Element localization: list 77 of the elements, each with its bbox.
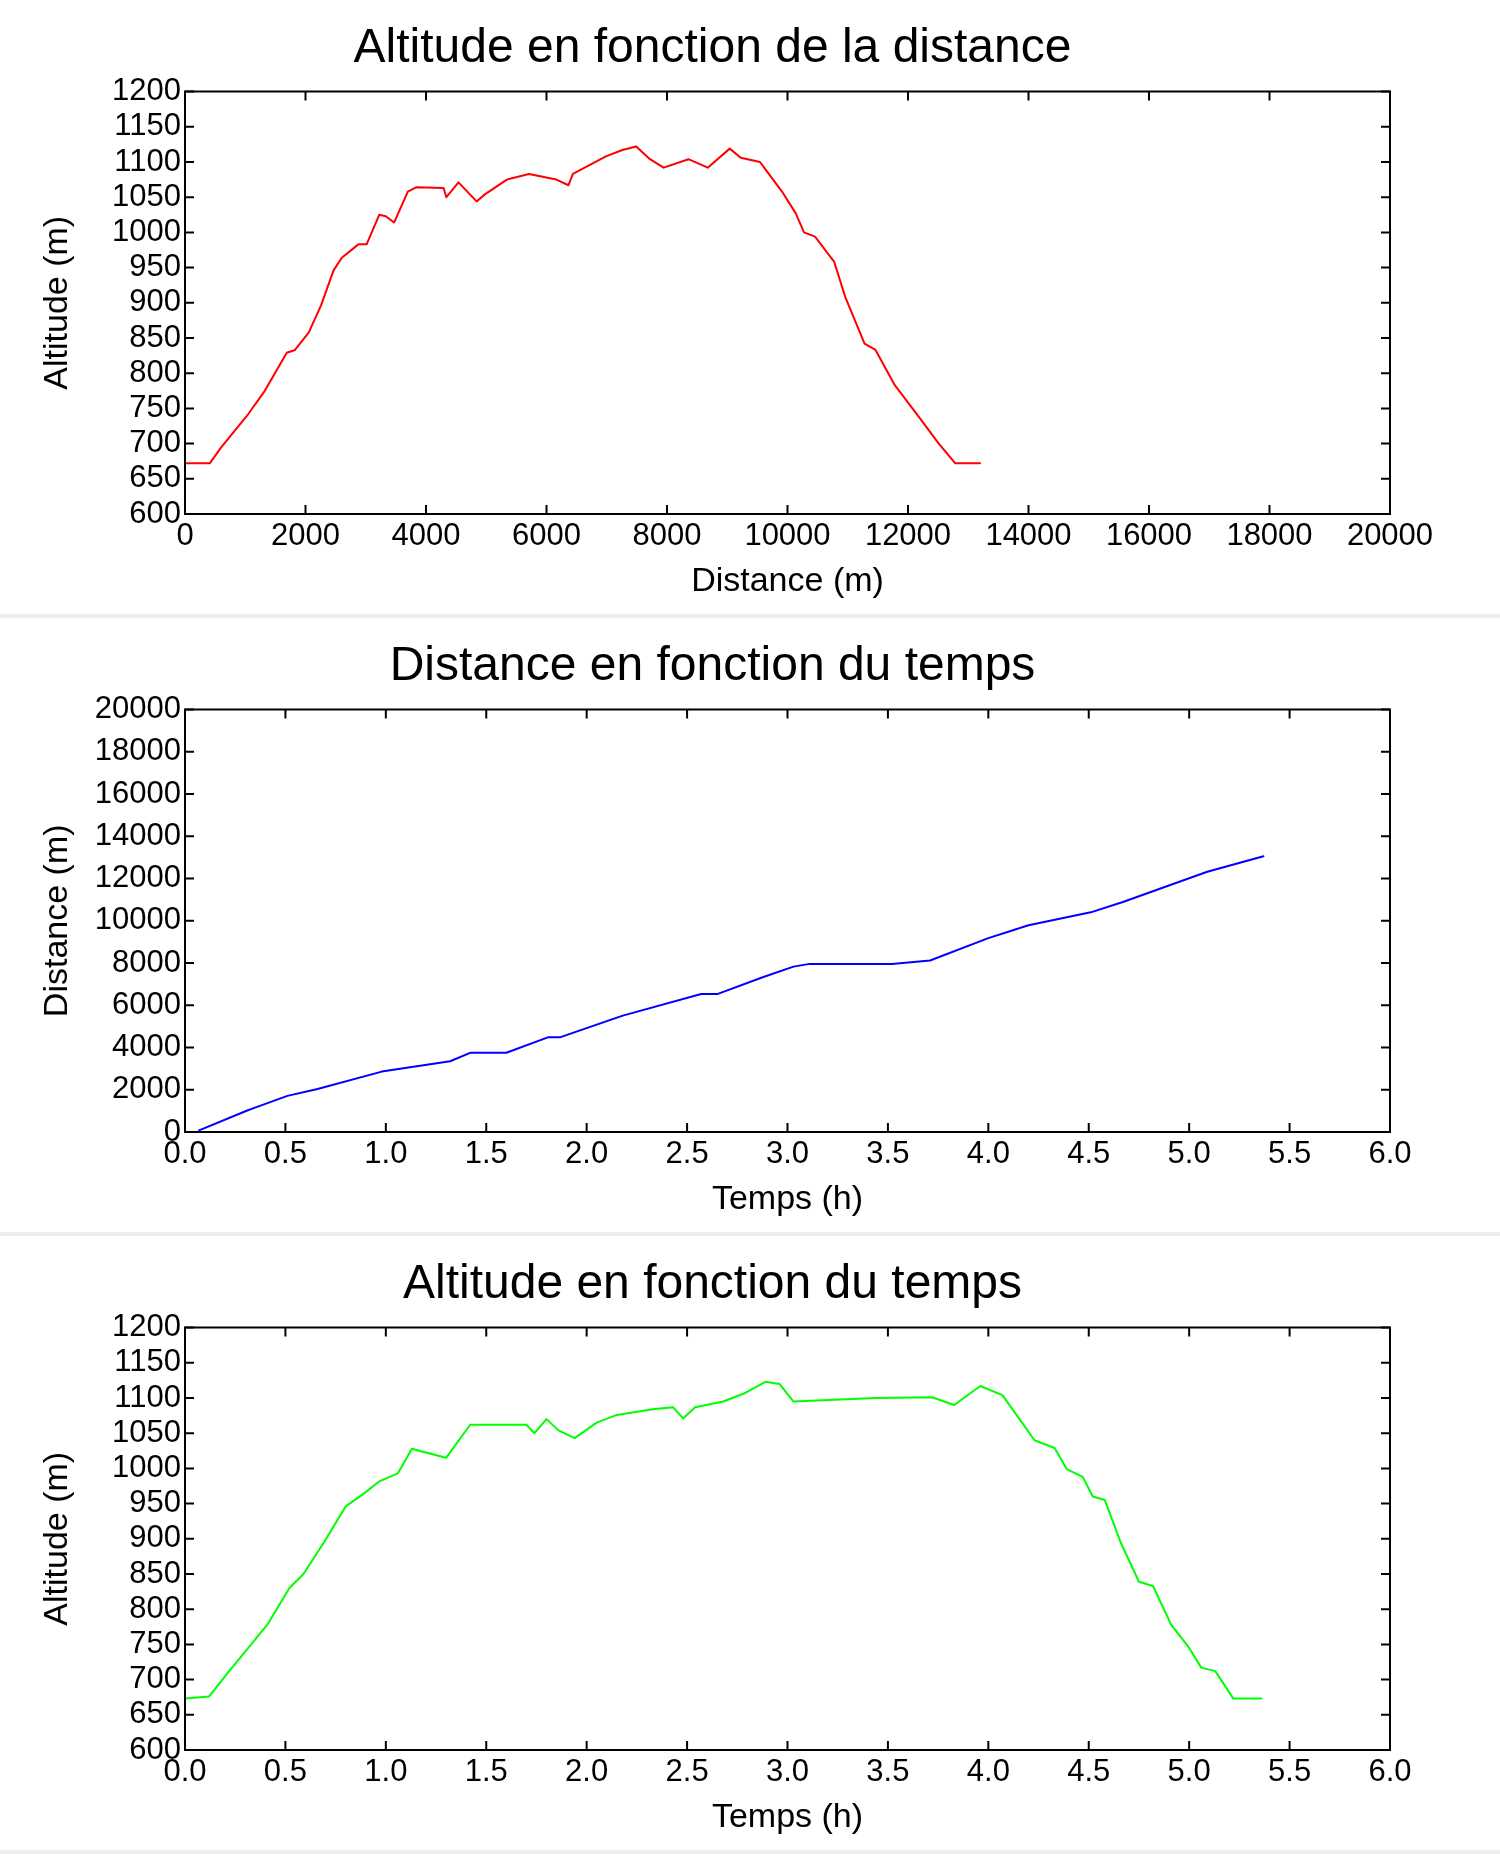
y-tick-label: 1050 bbox=[112, 177, 181, 213]
y-tick-label: 950 bbox=[129, 1484, 181, 1520]
x-tick-label: 5.5 bbox=[1268, 1135, 1312, 1171]
x-tick-label: 4.5 bbox=[1067, 1753, 1111, 1789]
chart-title: Altitude en fonction de la distance bbox=[353, 19, 1072, 73]
y-tick-label: 650 bbox=[129, 459, 181, 495]
y-tick-label: 8000 bbox=[112, 943, 181, 979]
y-tick-label: 900 bbox=[129, 283, 181, 319]
x-tick-label: 5.0 bbox=[1167, 1135, 1211, 1171]
x-tick-label: 1.0 bbox=[364, 1135, 408, 1171]
y-tick-label: 1150 bbox=[114, 1343, 181, 1379]
x-tick-label: 16000 bbox=[1105, 517, 1193, 553]
y-tick-label: 1200 bbox=[112, 1308, 181, 1344]
x-tick-label: 6.0 bbox=[1368, 1135, 1412, 1171]
y-tick-label: 10000 bbox=[94, 901, 181, 937]
x-tick-label: 1.5 bbox=[464, 1135, 508, 1171]
y-tick-label: 18000 bbox=[94, 732, 181, 768]
y-tick-label: 14000 bbox=[94, 816, 181, 852]
y-tick-label: 800 bbox=[129, 1589, 181, 1625]
y-tick-label: 1050 bbox=[112, 1413, 181, 1449]
x-tick-label: 18000 bbox=[1226, 517, 1313, 553]
y-axis-title: Altitude (m) bbox=[35, 215, 74, 390]
x-tick-label: 2000 bbox=[271, 517, 340, 553]
y-tick-label: 1100 bbox=[114, 142, 181, 178]
x-axis-title: Distance (m) bbox=[691, 559, 884, 598]
x-tick-label: 10000 bbox=[744, 517, 831, 553]
x-axis-title: Temps (h) bbox=[711, 1177, 864, 1216]
y-tick-label: 6000 bbox=[112, 985, 181, 1021]
x-tick-label: 0.5 bbox=[263, 1753, 307, 1789]
x-tick-label: 4000 bbox=[391, 517, 461, 553]
x-tick-label: 3.0 bbox=[765, 1753, 810, 1789]
x-axis-title: Temps (h) bbox=[711, 1795, 864, 1834]
y-tick-label: 1200 bbox=[112, 72, 181, 108]
y-tick-label: 700 bbox=[129, 424, 181, 460]
x-tick-label: 1.0 bbox=[364, 1753, 408, 1789]
y-axis-title: Altitude (m) bbox=[35, 1451, 74, 1626]
y-tick-label: 16000 bbox=[94, 774, 181, 810]
y-tick-label: 650 bbox=[129, 1695, 181, 1731]
x-tick-label: 4.0 bbox=[966, 1753, 1010, 1789]
x-tick-label: 0.5 bbox=[263, 1135, 307, 1171]
y-tick-label: 850 bbox=[129, 1554, 181, 1590]
y-tick-label: 2000 bbox=[112, 1070, 181, 1106]
x-tick-label: 6.0 bbox=[1368, 1753, 1412, 1789]
x-tick-label: 2.0 bbox=[565, 1753, 609, 1789]
x-tick-label: 2.5 bbox=[665, 1753, 709, 1789]
y-tick-label: 1100 bbox=[114, 1378, 181, 1414]
x-tick-label: 5.5 bbox=[1268, 1753, 1312, 1789]
x-tick-label: 12000 bbox=[864, 517, 952, 553]
x-tick-label: 1.5 bbox=[464, 1753, 508, 1789]
x-tick-label: 2.5 bbox=[665, 1135, 709, 1171]
x-tick-label: 3.5 bbox=[866, 1135, 910, 1171]
chart-title: Distance en fonction du temps bbox=[389, 637, 1036, 691]
y-tick-label: 950 bbox=[129, 248, 181, 284]
y-tick-label: 4000 bbox=[112, 1028, 181, 1064]
x-tick-label: 8000 bbox=[632, 517, 702, 553]
x-tick-label: 6000 bbox=[512, 517, 581, 553]
x-tick-label: 3.0 bbox=[765, 1135, 810, 1171]
y-tick-label: 750 bbox=[129, 1624, 181, 1660]
x-tick-label: 20000 bbox=[1346, 517, 1434, 553]
y-tick-label: 750 bbox=[129, 388, 181, 424]
y-tick-label: 1000 bbox=[112, 1448, 181, 1484]
x-tick-label: 3.5 bbox=[866, 1753, 910, 1789]
x-tick-label: 2.0 bbox=[565, 1135, 609, 1171]
y-tick-label: 800 bbox=[129, 353, 181, 389]
y-tick-label: 20000 bbox=[94, 690, 181, 726]
y-tick-label: 1150 bbox=[114, 107, 181, 143]
y-tick-label: 850 bbox=[129, 318, 181, 354]
x-tick-label: 4.0 bbox=[966, 1135, 1010, 1171]
y-tick-label: 1000 bbox=[112, 212, 181, 248]
x-tick-label: 4.5 bbox=[1067, 1135, 1111, 1171]
chart-title: Altitude en fonction du temps bbox=[402, 1255, 1023, 1309]
y-tick-label: 12000 bbox=[94, 859, 181, 895]
x-tick-label: 14000 bbox=[985, 517, 1072, 553]
y-tick-label: 700 bbox=[129, 1660, 181, 1696]
x-tick-label: 5.0 bbox=[1167, 1753, 1211, 1789]
y-axis-title: Distance (m) bbox=[35, 824, 74, 1018]
y-tick-label: 900 bbox=[129, 1519, 181, 1555]
